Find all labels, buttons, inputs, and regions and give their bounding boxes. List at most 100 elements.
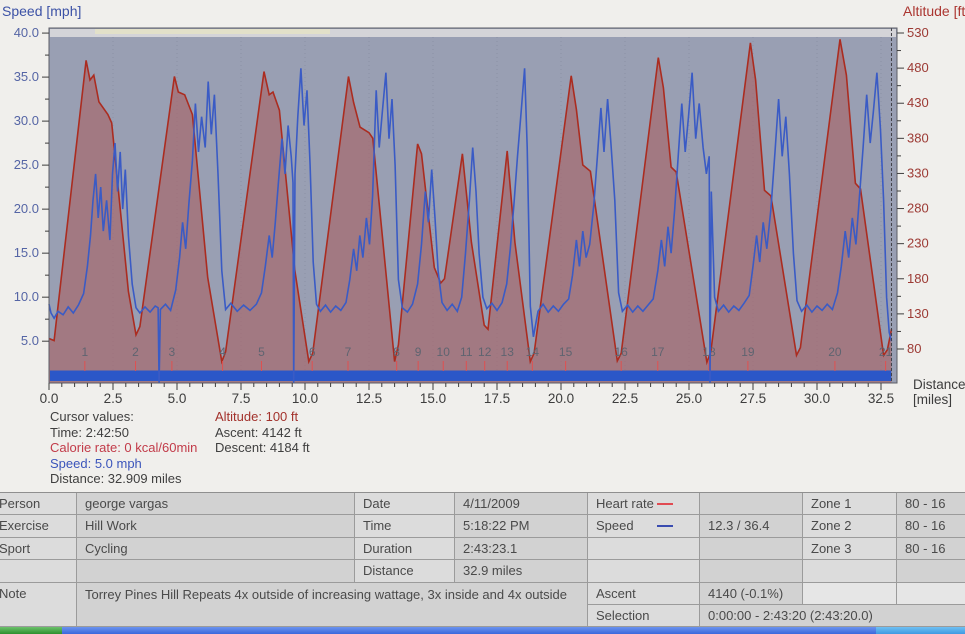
zone2-label: Zone 2 bbox=[803, 515, 897, 538]
svg-text:12.5: 12.5 bbox=[356, 391, 382, 406]
cursor-descent: Descent: 4184 ft bbox=[215, 440, 310, 455]
svg-text:25.0: 25.0 bbox=[676, 391, 702, 406]
zone1-value: 80 - 16 bbox=[897, 493, 965, 515]
zone3-label: Zone 3 bbox=[803, 538, 897, 560]
svg-text:280: 280 bbox=[907, 201, 929, 216]
svg-text:15.0: 15.0 bbox=[14, 245, 39, 260]
svg-text:7.5: 7.5 bbox=[232, 391, 251, 406]
empty-cell bbox=[588, 560, 700, 583]
svg-text:19: 19 bbox=[741, 345, 755, 359]
speed-row-label: Speed bbox=[588, 515, 700, 538]
svg-text:380: 380 bbox=[907, 130, 929, 145]
svg-text:17.5: 17.5 bbox=[484, 391, 510, 406]
svg-text:25.0: 25.0 bbox=[14, 157, 39, 172]
system-tray[interactable] bbox=[876, 627, 965, 634]
note-value[interactable]: Torrey Pines Hill Repeats 4x outside of … bbox=[77, 583, 588, 627]
taskbar bbox=[0, 627, 965, 634]
svg-text:15: 15 bbox=[559, 345, 573, 359]
speed-legend-icon bbox=[657, 525, 673, 527]
svg-text:80: 80 bbox=[907, 341, 921, 356]
selection-value: 0:00:00 - 2:43:20 (2:43:20.0) bbox=[700, 605, 965, 627]
svg-text:430: 430 bbox=[907, 95, 929, 110]
sport-label: Sport bbox=[0, 538, 77, 560]
svg-text:0.0: 0.0 bbox=[40, 391, 59, 406]
ascent-value: 4140 (-0.1%) bbox=[700, 583, 803, 605]
svg-text:14: 14 bbox=[526, 345, 540, 359]
selection-label: Selection bbox=[588, 605, 700, 627]
empty-cell bbox=[77, 560, 355, 583]
heart-rate-label: Heart rate bbox=[588, 493, 700, 515]
taskbar-buttons-area[interactable] bbox=[62, 627, 876, 634]
right-axis-title: Altitude [ft] bbox=[903, 3, 965, 19]
svg-text:6: 6 bbox=[309, 345, 316, 359]
svg-text:8: 8 bbox=[393, 345, 400, 359]
cursor-speed: Speed: 5.0 mph bbox=[50, 455, 142, 471]
svg-text:10.0: 10.0 bbox=[292, 391, 318, 406]
empty-cell bbox=[588, 538, 700, 560]
svg-text:11: 11 bbox=[460, 345, 473, 359]
svg-text:27.5: 27.5 bbox=[740, 391, 766, 406]
svg-text:20.0: 20.0 bbox=[548, 391, 574, 406]
duration-label: Duration bbox=[355, 538, 455, 560]
sport-value[interactable]: Cycling bbox=[77, 538, 355, 560]
svg-text:20: 20 bbox=[828, 345, 842, 359]
date-label: Date bbox=[355, 493, 455, 515]
exercise-label: Exercise bbox=[0, 515, 77, 538]
svg-text:1: 1 bbox=[81, 345, 88, 359]
svg-text:7: 7 bbox=[345, 345, 352, 359]
svg-text:5.0: 5.0 bbox=[21, 333, 39, 348]
zone2-value: 80 - 16 bbox=[897, 515, 965, 538]
svg-text:13: 13 bbox=[501, 345, 515, 359]
start-button[interactable] bbox=[0, 627, 62, 634]
heart-rate-legend-icon bbox=[657, 503, 673, 505]
time-value[interactable]: 5:18:22 PM bbox=[455, 515, 588, 538]
cursor-calorie-rate: Calorie rate: 0 kcal/60min bbox=[50, 440, 198, 455]
svg-text:Distance: Distance bbox=[913, 377, 965, 392]
svg-text:9: 9 bbox=[415, 345, 422, 359]
activity-summary-table: Person george vargas Date 4/11/2009 Hear… bbox=[0, 492, 965, 627]
cursor-altitude: Altitude: 100 ft bbox=[215, 409, 299, 424]
empty-cell bbox=[897, 560, 965, 583]
svg-text:530: 530 bbox=[907, 25, 929, 40]
cursor-distance: Distance: 32.909 miles bbox=[50, 471, 182, 486]
svg-text:40.0: 40.0 bbox=[14, 25, 39, 40]
time-label: Time bbox=[355, 515, 455, 538]
distance-label: Distance bbox=[355, 560, 455, 583]
speed-avg-max-value: 12.3 / 36.4 bbox=[700, 515, 803, 538]
empty-cell bbox=[700, 538, 803, 560]
svg-text:4: 4 bbox=[219, 345, 226, 359]
svg-text:30.0: 30.0 bbox=[14, 113, 39, 128]
empty-cell bbox=[700, 560, 803, 583]
speed-altitude-chart[interactable]: 1 2 3 4 5 6 7 8 9 10 11 12 13 14 15 16 17 18 19 20 210.0 2.5 5… bbox=[0, 0, 965, 492]
svg-text:2: 2 bbox=[132, 345, 139, 359]
person-label: Person bbox=[0, 493, 77, 515]
svg-text:35.0: 35.0 bbox=[14, 69, 39, 84]
svg-text:330: 330 bbox=[907, 165, 929, 180]
cursor-values-block-2: Altitude: 100 ft Ascent: 4142 ft Descent… bbox=[215, 409, 310, 456]
svg-text:480: 480 bbox=[907, 60, 929, 75]
svg-text:2.5: 2.5 bbox=[104, 391, 123, 406]
cursor-values-block: Cursor values: Time: 2:42:50 Calorie rat… bbox=[50, 409, 197, 487]
svg-text:3: 3 bbox=[169, 345, 176, 359]
cursor-values-title: Cursor values: bbox=[50, 409, 134, 424]
heart-rate-value bbox=[700, 493, 803, 515]
date-value[interactable]: 4/11/2009 bbox=[455, 493, 588, 515]
empty-cell bbox=[897, 583, 965, 605]
zone3-value: 80 - 16 bbox=[897, 538, 965, 560]
exercise-value[interactable]: Hill Work bbox=[77, 515, 355, 538]
duration-value[interactable]: 2:43:23.1 bbox=[455, 538, 588, 560]
distance-value[interactable]: 32.9 miles bbox=[455, 560, 588, 583]
svg-text:21: 21 bbox=[879, 345, 893, 359]
svg-text:20.0: 20.0 bbox=[14, 201, 39, 216]
svg-text:5: 5 bbox=[258, 345, 265, 359]
left-axis-title: Speed [mph] bbox=[2, 3, 82, 19]
empty-cell bbox=[803, 583, 897, 605]
person-value[interactable]: george vargas bbox=[77, 493, 355, 515]
note-label: Note bbox=[0, 583, 77, 627]
empty-cell bbox=[803, 560, 897, 583]
zone1-label: Zone 1 bbox=[803, 493, 897, 515]
svg-text:16: 16 bbox=[614, 345, 628, 359]
svg-text:22.5: 22.5 bbox=[612, 391, 638, 406]
svg-text:30.0: 30.0 bbox=[804, 391, 830, 406]
empty-cell bbox=[0, 560, 77, 583]
